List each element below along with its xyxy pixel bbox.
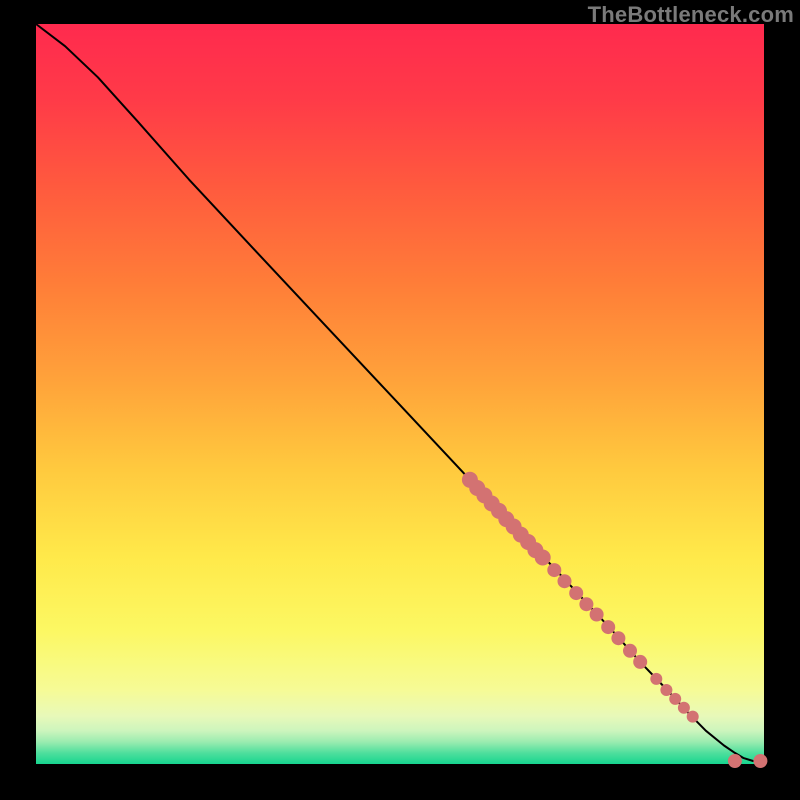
scatter-point — [590, 608, 604, 622]
plot-background — [36, 24, 764, 764]
scatter-point — [611, 631, 625, 645]
scatter-point — [660, 684, 672, 696]
scatter-point — [623, 644, 637, 658]
scatter-point — [669, 693, 681, 705]
scatter-point — [678, 702, 690, 714]
scatter-point — [579, 597, 593, 611]
scatter-point — [753, 754, 767, 768]
scatter-point — [687, 711, 699, 723]
scatter-point — [535, 550, 551, 566]
scatter-point — [728, 754, 742, 768]
scatter-point — [601, 620, 615, 634]
stage: TheBottleneck.com — [0, 0, 800, 800]
scatter-point — [569, 586, 583, 600]
scatter-point — [547, 563, 561, 577]
scatter-point — [558, 574, 572, 588]
scatter-point — [633, 655, 647, 669]
attribution-label: TheBottleneck.com — [588, 2, 794, 28]
scatter-point — [650, 673, 662, 685]
plot-svg — [0, 0, 800, 800]
